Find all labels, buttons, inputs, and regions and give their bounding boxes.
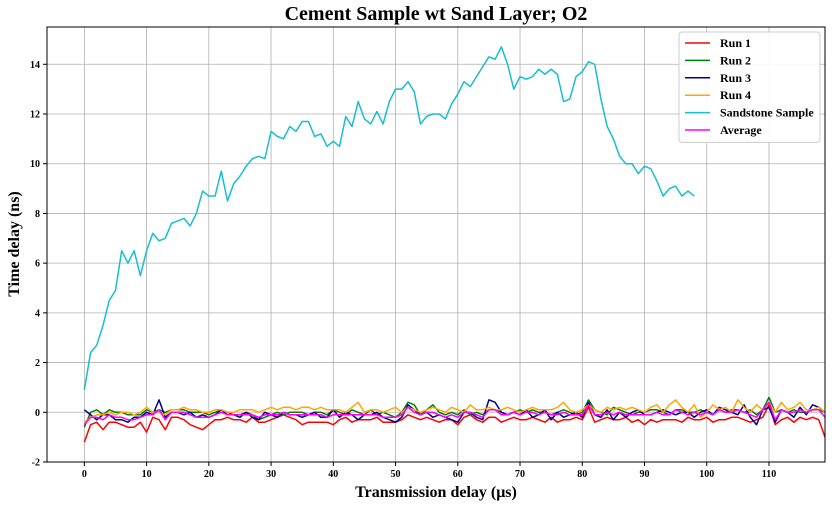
series-line-run-4 (83, 399, 826, 423)
legend-label-run-4: Run 4 (720, 88, 751, 102)
legend-label-run-3: Run 3 (720, 71, 751, 85)
y-tick-label: 12 (30, 110, 40, 121)
series-line-run-2 (83, 396, 826, 428)
y-tick-label: 10 (30, 159, 40, 170)
series-line-average (83, 401, 826, 426)
series-run-1 (83, 404, 826, 443)
series-line-run-1 (83, 404, 826, 443)
y-tick-label: 0 (35, 408, 40, 419)
x-tick-label: 80 (577, 469, 587, 480)
series-sandstone-sample (83, 46, 695, 391)
x-tick-label: 10 (142, 469, 152, 480)
legend-label-average: Average (720, 123, 762, 137)
x-tick-label: 90 (640, 469, 650, 480)
x-tick-label: 20 (204, 469, 214, 480)
y-tick-label: 2 (35, 358, 40, 369)
x-tick-label: 100 (699, 469, 714, 480)
series-group (83, 46, 826, 443)
series-line-sandstone-sample (83, 46, 695, 391)
x-tick-label: 40 (328, 469, 338, 480)
legend-label-run-1: Run 1 (720, 36, 751, 50)
legend: Run 1 Run 2 Run 3 Run 4 Sandstone Sample Aver… (678, 31, 821, 143)
x-axis-label: Transmission delay (μs) (355, 484, 517, 501)
chart-title: Cement Sample wt Sand Layer; O2 (285, 3, 588, 25)
series-run-4 (83, 399, 826, 423)
y-tick-label: -2 (32, 458, 40, 469)
legend-label-sandstone-sample: Sandstone Sample (720, 106, 814, 120)
y-tick-label: 8 (35, 209, 40, 220)
y-axis-label: Time delay (ns) (6, 191, 23, 296)
plot-frame (46, 26, 826, 463)
y-tick-label: 14 (30, 60, 40, 71)
x-tick-label: 70 (515, 469, 525, 480)
x-tick-label: 60 (453, 469, 463, 480)
series-run-2 (83, 396, 826, 428)
x-tick-label: 0 (82, 469, 87, 480)
x-tick-label: 50 (391, 469, 401, 480)
legend-box (678, 31, 821, 143)
y-tick-label: 6 (35, 259, 40, 270)
ticks: 0 10 20 30 40 50 60 70 80 90 100 110 -2 0 2 4 6 8 10 12 14 (30, 60, 776, 480)
series-average (83, 401, 826, 426)
x-tick-label: 110 (762, 469, 776, 480)
legend-label-run-2: Run 2 (720, 53, 751, 67)
x-tick-label: 30 (266, 469, 276, 480)
y-tick-label: 4 (35, 308, 40, 319)
